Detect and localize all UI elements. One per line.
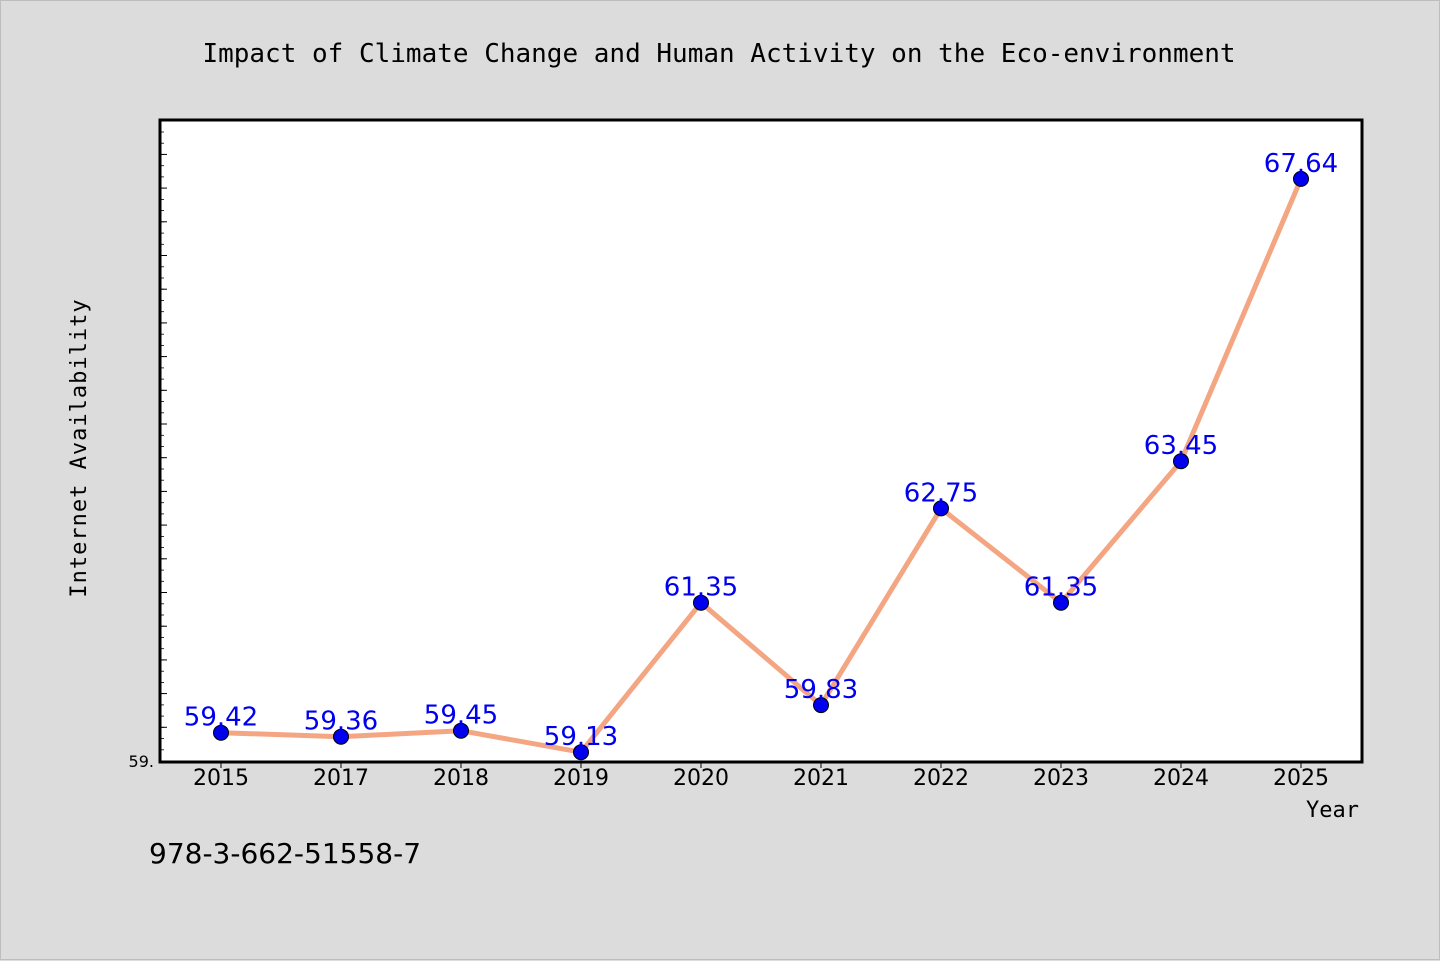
data-label: 61.35 xyxy=(664,573,738,603)
data-point-marker xyxy=(933,500,949,517)
data-label: 59.45 xyxy=(424,701,498,731)
data-label: 62.75 xyxy=(904,478,978,508)
data-point-marker xyxy=(1053,594,1069,611)
data-label: 59.36 xyxy=(304,707,378,737)
data-label: 59.83 xyxy=(784,675,858,705)
data-label: 67.64 xyxy=(1264,149,1338,179)
series-markers xyxy=(213,170,1309,761)
x-tick-label: 2017 xyxy=(313,766,369,791)
x-axis-tick-labels: 2015 2017 2018 2019 2020 2021 2022 2023 2024 2025 xyxy=(193,766,1329,791)
data-point-marker xyxy=(813,697,829,714)
data-label: 59.13 xyxy=(544,722,618,752)
x-tick-label: 2022 xyxy=(913,766,969,791)
x-axis-ticks xyxy=(220,762,1302,768)
x-tick-label: 2024 xyxy=(1153,766,1209,791)
x-tick-label: 2019 xyxy=(553,766,609,791)
x-tick-label: 2018 xyxy=(433,766,489,791)
data-point-marker xyxy=(333,728,349,745)
isbn-text: 978-3-662-51558-7 xyxy=(149,837,421,870)
data-point-marker xyxy=(213,724,229,741)
x-tick-label: 2025 xyxy=(1273,766,1329,791)
x-tick-label: 2015 xyxy=(193,766,249,791)
data-point-marker xyxy=(453,722,469,739)
x-axis-label: Year xyxy=(1306,798,1359,823)
x-tick-label: 2021 xyxy=(793,766,849,791)
data-point-marker xyxy=(1173,453,1189,470)
data-labels: 59.42 59.36 59.45 59.13 61.35 59.83 62.75 61.35… xyxy=(184,149,1338,752)
data-point-marker xyxy=(693,594,709,611)
series-line xyxy=(218,176,1304,755)
y-axis-label: Internet Availability xyxy=(67,298,92,597)
data-point-marker xyxy=(573,744,589,761)
data-label: 59.42 xyxy=(184,703,258,733)
y-tick-label: 59. xyxy=(129,752,154,771)
data-label: 61.35 xyxy=(1024,573,1098,603)
y-axis-ticks xyxy=(161,131,167,762)
x-tick-label: 2023 xyxy=(1033,766,1089,791)
data-point-marker xyxy=(1293,170,1309,187)
data-label: 63.45 xyxy=(1144,431,1218,461)
chart-title: Impact of Climate Change and Human Activ… xyxy=(202,39,1235,69)
x-tick-label: 2020 xyxy=(673,766,729,791)
